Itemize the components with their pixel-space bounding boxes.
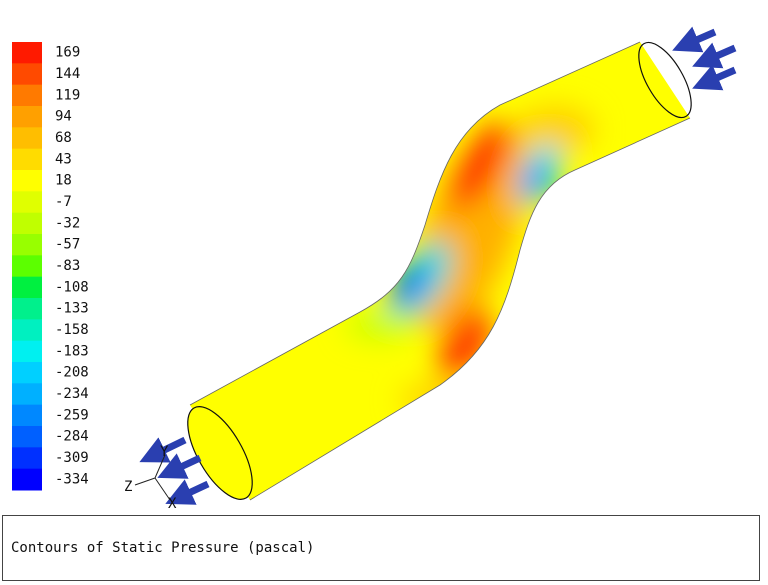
legend-label: -309 <box>55 450 89 466</box>
legend-swatch <box>12 127 42 150</box>
graphics: Z Y X 169 144 119 94 68 43 18 -7 -32 -57 -83 -108 -1… <box>12 26 737 512</box>
legend-swatch <box>12 212 42 235</box>
legend-label: -259 <box>55 407 89 423</box>
legend-label: -234 <box>55 386 89 402</box>
legend-label: -7 <box>55 194 72 210</box>
caption: Contours of Static Pressure (pascal) <box>11 540 315 556</box>
legend-label: -133 <box>55 301 89 317</box>
flow-arrows <box>139 26 737 505</box>
legend-swatch <box>12 276 42 299</box>
legend-swatch <box>12 170 42 192</box>
legend-swatch <box>12 255 42 278</box>
legend-label: -32 <box>55 215 80 231</box>
legend-label: 68 <box>55 130 72 146</box>
legend-label: 18 <box>55 173 72 189</box>
legend-swatch <box>12 362 42 384</box>
legend-label: -108 <box>55 279 89 295</box>
legend-swatch <box>12 447 42 470</box>
pipe <box>187 41 692 501</box>
legend-label: -57 <box>55 237 80 253</box>
legend-swatch <box>12 404 42 427</box>
caption-box: Contours of Static Pressure (pascal) <box>2 515 760 581</box>
legend-swatch <box>12 468 42 491</box>
legend-label: -208 <box>55 365 89 381</box>
color-legend: 169 144 119 94 68 43 18 -7 -32 -57 -83 -108 -133 -158… <box>12 42 89 491</box>
legend-swatch <box>12 319 42 342</box>
legend-label: -334 <box>55 471 89 487</box>
legend-swatch <box>12 42 42 64</box>
legend-swatch <box>12 340 42 363</box>
axis-label: X <box>168 496 177 512</box>
legend-swatch <box>12 148 42 171</box>
legend-label: -183 <box>55 343 89 359</box>
legend-label: -158 <box>55 322 89 338</box>
legend-swatch <box>12 234 42 256</box>
legend-swatch <box>12 383 42 406</box>
legend-swatch <box>12 426 42 448</box>
legend-swatch <box>12 298 42 320</box>
legend-label: 144 <box>55 66 80 82</box>
legend-label: 43 <box>55 151 72 167</box>
legend-label: -83 <box>55 258 80 274</box>
legend-label: 119 <box>55 87 80 103</box>
legend-swatch <box>12 191 42 214</box>
axis-label: Y <box>160 444 169 460</box>
legend-label: -284 <box>55 429 89 445</box>
axis-triad: Z Y X <box>124 444 177 512</box>
legend-swatch <box>12 84 42 107</box>
axis-label: Z <box>124 479 132 495</box>
legend-swatch <box>12 106 42 128</box>
legend-swatch <box>12 63 42 86</box>
legend-label: 94 <box>55 109 72 125</box>
legend-label: 169 <box>55 45 80 61</box>
